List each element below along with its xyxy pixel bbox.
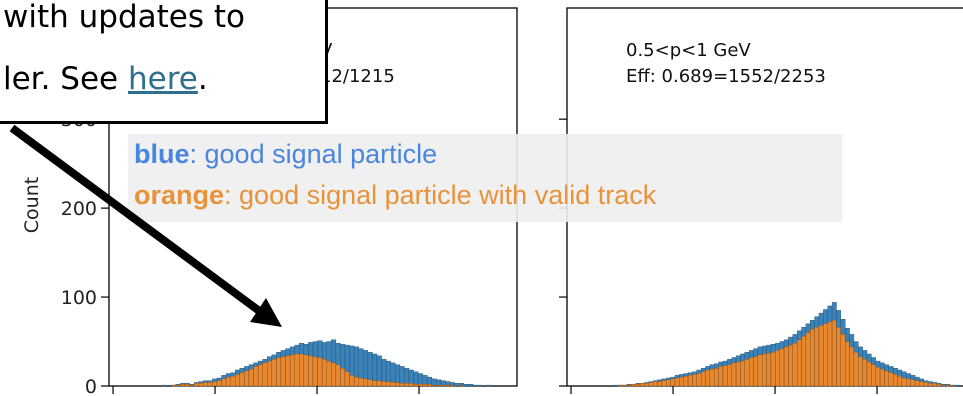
callout-here-link[interactable]: here [127,61,198,97]
bar-blue [486,384,492,387]
histogram-panel-1: 0100200300CountV12/1215 [21,7,518,396]
y-tick-label: 200 [61,198,97,220]
legend-orange-key: orange [134,180,225,210]
callout-box: with updates to ler. See here. [0,0,328,124]
bar-blue [161,384,167,387]
arrow-head [250,298,282,327]
histogram-panel-2: 0.5<p<1 GeV Eff: 0.689=1552/2253 [559,7,963,394]
callout-line-1: with updates to [3,0,245,35]
legend-orange-text: : good signal particle with valid track [224,180,657,210]
annotation-line-2: Eff: 0.689=1552/2253 [626,66,826,87]
legend-blue-text: : good signal particle [189,139,438,169]
legend-entry-blue: blue: good signal particle [134,139,437,170]
legend-blue-key: blue [134,139,190,169]
annotation-line-1: 0.5<p<1 GeV [626,40,751,61]
callout-line-2-prefix: ler. See [3,61,128,97]
y-axis-label: Count [21,177,43,233]
legend-background [128,134,842,222]
arrow-shaft [9,124,265,317]
bar-blue [954,384,959,387]
annotation-line-2: 12/1215 [320,66,395,87]
callout-line-2-suffix: . [197,61,208,97]
y-tick-label: 100 [61,287,97,309]
legend-entry-orange: orange: good signal particle with valid … [134,180,656,211]
callout-line-2: ler. See here. [3,61,208,97]
y-tick-label: 0 [85,376,97,396]
bar-blue [477,384,483,387]
